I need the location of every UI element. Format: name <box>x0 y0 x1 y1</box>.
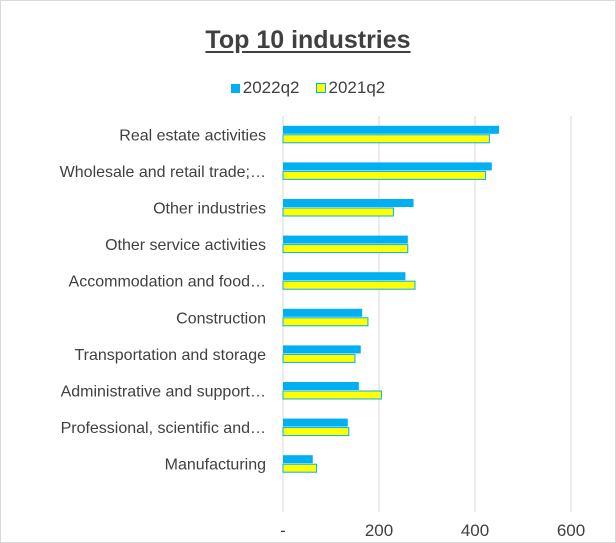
bar-2021q2-4 <box>282 280 416 290</box>
x-tick-label-1: 200 <box>365 521 393 540</box>
bar-2022q2-1 <box>283 162 492 171</box>
bar-2021q2-2 <box>282 207 394 217</box>
bar-2021q2-0 <box>282 134 490 144</box>
category-label-4: Accommodation and food… <box>69 274 266 291</box>
bar-2022q2-2 <box>283 199 414 207</box>
bar-2021q2-8 <box>282 427 350 437</box>
legend-label-2021q2: 2021q2 <box>328 78 386 97</box>
bar-2021q2-6 <box>282 353 356 363</box>
x-tick-labels: - 200 400 600 <box>280 521 585 540</box>
legend-item-2021q2: 2021q2 <box>315 78 386 98</box>
category-label-9: Manufacturing <box>165 457 266 474</box>
legend-item-2022q2: 2022q2 <box>230 78 300 98</box>
bars <box>282 125 499 473</box>
category-label-0: Real estate activities <box>119 127 266 144</box>
category-label-6: Transportation and storage <box>74 347 266 364</box>
category-label-3: Other service activities <box>105 237 266 254</box>
bar-2021q2-5 <box>282 317 369 327</box>
legend-label-2022q2: 2022q2 <box>242 78 300 97</box>
bar-2021q2-3 <box>282 244 409 254</box>
legend-swatch-2022q2 <box>230 83 240 93</box>
bar-2022q2-4 <box>283 272 406 281</box>
category-label-2: Other industries <box>153 201 266 218</box>
bar-2022q2-9 <box>283 455 313 464</box>
bar-2021q2-9 <box>282 463 318 473</box>
bar-2022q2-5 <box>283 308 363 317</box>
bar-2021q2-7 <box>282 390 382 400</box>
category-label-8: Professional, scientific and… <box>61 420 266 437</box>
bar-2022q2-3 <box>283 235 408 244</box>
legend: 2022q2 2021q2 <box>0 78 616 98</box>
x-tick-label-0: - <box>280 521 286 540</box>
category-label-5: Construction <box>176 310 266 327</box>
chart-title: Top 10 industries <box>205 26 411 54</box>
category-labels: Real estate activities Wholesale and reta… <box>60 127 266 473</box>
category-label-1: Wholesale and retail trade;… <box>60 164 266 181</box>
x-tick-label-3: 600 <box>557 521 585 540</box>
category-label-7: Administrative and support… <box>61 384 266 401</box>
bar-2021q2-1 <box>282 170 487 180</box>
bar-2022q2-7 <box>283 382 359 390</box>
bar-2022q2-0 <box>283 125 499 134</box>
bar-2022q2-6 <box>283 345 361 354</box>
x-tick-label-2: 400 <box>461 521 489 540</box>
bar-2022q2-8 <box>283 418 348 427</box>
legend-swatch-2021q2 <box>315 83 326 93</box>
